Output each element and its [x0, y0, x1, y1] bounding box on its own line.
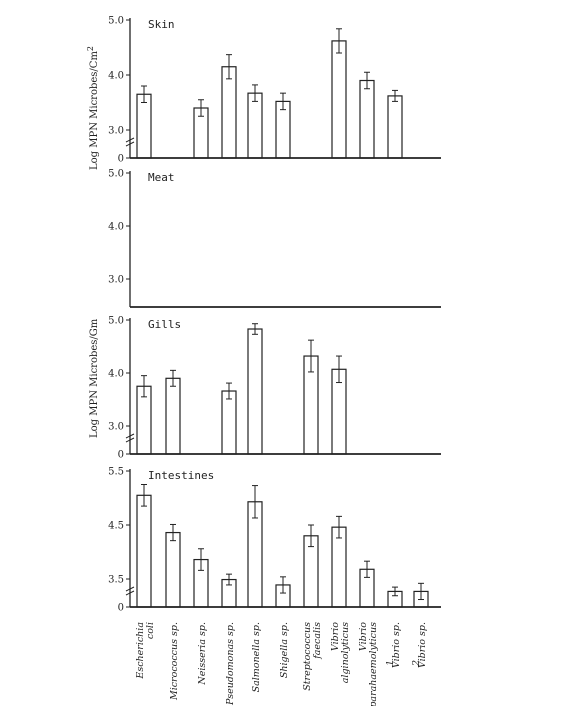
- skin-axis-break: [125, 137, 135, 147]
- intestines-tick-label: 3.5: [108, 575, 124, 586]
- skin-bar: [387, 95, 403, 159]
- gills-bar: [247, 328, 263, 455]
- intestines-bar: [136, 494, 152, 608]
- category-text: parahaemolyticus: [368, 622, 379, 706]
- skin-tick-label: 4.0: [108, 71, 124, 82]
- gills-panel-title: Gills: [148, 318, 181, 331]
- meat-tick-label: 5.0: [108, 169, 124, 180]
- category-label: Vibrio sp.1: [385, 622, 402, 668]
- meat-tick-label: 4.0: [108, 222, 124, 233]
- skin-bar: [359, 79, 375, 159]
- intestines-tick-label: 0: [118, 603, 124, 614]
- skin-bar: [136, 93, 152, 159]
- category-text: Neisseria sp.: [197, 622, 208, 686]
- intestines-panel-title: Intestines: [148, 469, 214, 482]
- skin-tick-label: 3.0: [108, 126, 124, 137]
- category-text: Vibrio sp.: [417, 622, 428, 668]
- intestines-tick-label: 5.5: [108, 467, 124, 478]
- category-label: Vibrio parahaemolyticus: [358, 622, 379, 706]
- category-superscript: 1: [385, 660, 396, 666]
- skin-panel-title: Skin: [148, 18, 175, 31]
- gills-tick-label: 0: [118, 450, 124, 461]
- meat-tick-label: 3.0: [108, 275, 124, 286]
- category-superscript: 2: [411, 660, 422, 667]
- category-label: Pseudomonas sp.: [225, 622, 236, 706]
- category-label: Shigella sp.: [279, 622, 290, 678]
- intestines-tick-label: 4.5: [108, 521, 124, 532]
- panel-skin: 5.0 4.0 3.0 0 Skin: [108, 16, 441, 165]
- category-label: Vibrio alginolyticus: [330, 622, 351, 684]
- panel-gills: 5.0 4.0 3.0 0 Gills: [108, 316, 441, 461]
- category-text: Vibrio sp.: [391, 622, 402, 668]
- y-axis-label-top: Log MPN Microbes/Cm2: [86, 46, 100, 170]
- meat-panel-title: Meat: [148, 171, 175, 184]
- skin-bar: [221, 66, 237, 159]
- intestines-bar: [331, 526, 347, 608]
- category-labels: Escherichia coli Micrococcus sp. Neisseria …: [135, 622, 428, 706]
- category-text: faecalis: [312, 622, 323, 660]
- category-text: Vibrio: [358, 622, 369, 651]
- skin-tick-label: 0: [118, 154, 124, 165]
- gills-axis-break: [125, 433, 135, 443]
- category-text: Salmonella sp.: [251, 622, 262, 692]
- category-label: Micrococcus sp.: [169, 622, 180, 701]
- category-text: alginolyticus: [340, 622, 351, 683]
- intestines-axis-break: [125, 586, 135, 596]
- category-text: Streptococcus: [302, 622, 313, 691]
- category-label: Streptococcus faecalis: [302, 622, 323, 691]
- gills-bar: [221, 390, 237, 455]
- category-text: Escherichia: [135, 622, 146, 680]
- intestines-bar: [165, 531, 181, 608]
- category-label: Neisseria sp.: [197, 622, 208, 686]
- gills-tick-label: 5.0: [108, 316, 124, 327]
- category-text: Pseudomonas sp.: [225, 622, 236, 706]
- bar-panels: 5.0 4.0 3.0 0 Skin 5.0 4.0 3.0 Meat 5.0 4.0 3.0 0 Gil…: [108, 16, 441, 614]
- y-axis-label-bottom: Log MPN Microbes/Gm: [89, 318, 100, 438]
- category-text: Vibrio: [330, 622, 341, 651]
- panel-intestines: 5.5 4.5 3.5 0 Intestines: [108, 467, 441, 614]
- gills-tick-label: 4.0: [108, 369, 124, 380]
- category-label: Escherichia coli: [135, 622, 156, 680]
- skin-tick-label: 5.0: [108, 16, 124, 27]
- category-label: Salmonella sp.: [251, 622, 262, 692]
- panel-meat: 5.0 4.0 3.0 Meat: [108, 169, 441, 308]
- category-text: coli: [145, 622, 156, 639]
- gills-bar: [165, 377, 181, 455]
- gills-tick-label: 3.0: [108, 422, 124, 433]
- category-text: Micrococcus sp.: [169, 622, 180, 701]
- skin-bar: [331, 40, 347, 159]
- category-text: Shigella sp.: [279, 622, 290, 678]
- category-label: Vibrio sp.2: [411, 622, 428, 668]
- skin-bar: [247, 92, 263, 159]
